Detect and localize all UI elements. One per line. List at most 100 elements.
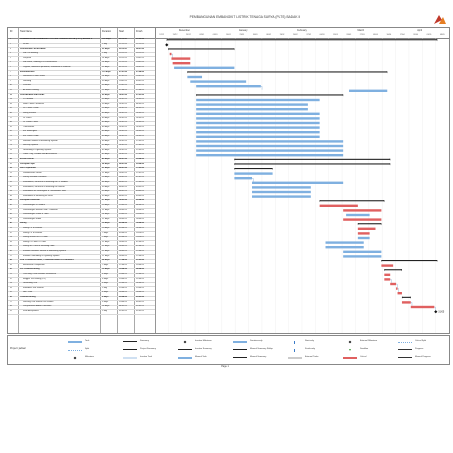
cell-duration: 1 day	[102, 52, 108, 55]
table-row[interactable]: 1 SPMK 1 day 21/12/21 21/12/21	[8, 43, 155, 49]
table-row[interactable]: 43 Wiring Inverter to LV Panel 7 days 05/04…	[8, 236, 155, 242]
table-row[interactable]: 11 As Build Drawing 21 days 07/04/22 27/04/2…	[8, 89, 155, 95]
table-row[interactable]: 12 PENGADAAN MATERIAL 90 days 14/01/22 27/03…	[8, 93, 155, 99]
table-row[interactable]: 33 Foundation for Switchgear & Transforme…	[8, 190, 155, 196]
cell-id: 47	[9, 254, 12, 257]
table-row[interactable]: 14 Solar Cable Connector 50 days 14/01/22 04…	[8, 102, 155, 108]
cell-id: 5	[9, 61, 11, 64]
table-row[interactable]: 5 Site office, Gudang K3 & Warehouse 14 da…	[8, 61, 155, 67]
table-row[interactable]: 8 Rekretasi & Gate Sheet 14 days 07/01/22 13…	[8, 75, 155, 81]
timescale-month: January	[238, 29, 248, 32]
table-row[interactable]: 28 Site Preparation 21 days 28/01/22 17/02/2…	[8, 167, 155, 173]
cell-id: 19	[9, 125, 12, 128]
summary-bar-cap	[319, 200, 321, 203]
task-bar	[196, 117, 320, 120]
cell-start: 28/03/22	[119, 254, 128, 257]
table-row[interactable]: 55 SAT Trafo 3 days 26/04/22 28/04/22	[8, 291, 155, 297]
table-row[interactable]: 59 Final Acceptance 1 day 31/05/22 31/05/22	[8, 309, 155, 315]
table-row[interactable]: 26 KONSTRUKSI 80 days 28/01/22 30/04/22	[8, 158, 155, 164]
table-row[interactable]: 17 LV Panel 60 days 14/01/22 14/03/22	[8, 116, 155, 122]
table-row[interactable]: 18 LV Power Cable 60 days 14/01/22 14/03/22	[8, 121, 155, 127]
table-row[interactable]: 37 Pemasangan Inverter & AC Combiner 21 da…	[8, 208, 155, 214]
table-row[interactable]: 4 Perijinan 14 days 23/12/21 10/01/22	[8, 56, 155, 62]
table-row[interactable]: 10 Procuret 30 days 15/01/22 26/01/22	[8, 84, 155, 90]
table-row[interactable]: 38 Pemasangan Panel & Trafo 14 days 29/03/2…	[8, 213, 155, 219]
column-header-finish[interactable]: Finish	[136, 30, 143, 33]
table-row[interactable]: 44 Wiring LV Panel To Trafo 21 days 18/03/2…	[8, 240, 155, 246]
table-row[interactable]: 42 Wiring PV to Inverter 7 days 05/04/22 11/…	[8, 231, 155, 237]
table-row[interactable]: 52 Megger Test Wiring (PV) 3 days 19/04/22 2…	[8, 277, 155, 283]
table-row[interactable]: 45 Wiring MV Trafo to Incoming cubic 21 da…	[8, 245, 155, 251]
table-row[interactable]: 0 PEMBANGUNAN EMBANGKIT LISTRIK TENAGA SU…	[8, 38, 155, 44]
cell-task-name: Logistik, mobilisasi peralatan, kendaraa…	[23, 65, 71, 68]
table-row[interactable]: 19 Transformer 60 days 14/01/22 14/03/22	[8, 125, 155, 131]
table-row[interactable]: 39 Pemasangan Kabel 21 days 28/03/22 18/04/2…	[8, 217, 155, 223]
milestone-marker	[165, 43, 169, 47]
table-row[interactable]: 32 Foundation, Structure & Mounting for I…	[8, 185, 155, 191]
table-row[interactable]: 40 Wiring 10 days 05/04/22 16/04/22	[8, 222, 155, 228]
cell-finish: 03/05/22	[136, 295, 145, 298]
dependency-link	[171, 53, 173, 58]
table-row[interactable]: 15 DC Power Cable 50 days 14/01/22 04/03/22	[8, 107, 155, 113]
table-row[interactable]: 25 Cable Tray, Conduit and Accessories 45 …	[8, 153, 155, 159]
cell-finish: 31/05/22	[136, 38, 145, 41]
table-row[interactable]: 22 Weather Station & Monitoring System 60 …	[8, 139, 155, 145]
legend-swatch	[183, 340, 187, 343]
table-row[interactable]: 58 Penyelesaian Admin Dokumen 28 days 04/05…	[8, 305, 155, 311]
table-row[interactable]: 34 Foundation & Mounting for MDB 30 days 08…	[8, 194, 155, 200]
table-row[interactable]: 27 Pekerjaan Sipil 28 days 28/01/22 30/04/22	[8, 162, 155, 168]
table-row[interactable]: 21 MV Power Cable 60 days 14/01/22 14/03/22	[8, 135, 155, 141]
legend-swatch	[294, 340, 297, 344]
legend-swatch	[398, 341, 412, 343]
timescale-week: 30/01	[252, 33, 258, 36]
table-row[interactable]: 29 Pembersihan Lahan 21 days 28/01/22 17/02/…	[8, 171, 155, 177]
cell-duration: 21 days	[102, 88, 110, 91]
table-row[interactable]: 35 Pekerjaan Elektrikal 37 days 14/03/22 25/…	[8, 199, 155, 205]
table-row[interactable]: 50 Pre Commissioning 10 days 19/04/22 28/04/…	[8, 268, 155, 274]
table-row[interactable]: 53 Grounding Test 3 days 22/04/22 24/04/22	[8, 282, 155, 288]
table-row[interactable]: 36 Pemasangan PV Modul 20 days 15/03/22 04/0…	[8, 204, 155, 210]
summary-bar-cap	[381, 260, 383, 262]
summary-bar-cap	[383, 200, 385, 203]
column-header-start[interactable]: Start	[119, 30, 125, 33]
cell-start: 29/03/22	[119, 213, 128, 216]
cell-start: 05/04/22	[119, 231, 128, 234]
timescale-week: 19/12	[172, 33, 178, 36]
table-row[interactable]: 49 Mechanical Completion 7 days 17/04/22 23/…	[8, 263, 155, 269]
table-row[interactable]: 41 Wiring PV to Inverter 10 days 05/04/22 14…	[8, 227, 155, 233]
table-row[interactable]: 6 Logistik, mobilisasi peralatan, kendara…	[8, 66, 155, 72]
column-header-duration[interactable]: Duration	[102, 30, 112, 33]
task-bar	[196, 126, 320, 129]
timescale-week: 20/02	[292, 33, 298, 36]
column-header-task-name[interactable]: Task Name	[20, 30, 32, 33]
table-row[interactable]: 16 String Inverter 60 days 14/01/22 14/03/22	[8, 112, 155, 118]
table-row[interactable]: 20 MV Switchgear 60 days 14/01/22 14/03/22	[8, 130, 155, 136]
table-row[interactable]: 30 Survey Kembali Pematan 10 days 28/01/22 0…	[8, 176, 155, 182]
table-row[interactable]: 56 Commissioning 5 days 29/04/22 03/05/22	[8, 296, 155, 302]
table-row[interactable]: 23 Security System 35 days 14/01/22 27/03/22	[8, 144, 155, 150]
legend-item-label: Finish-only	[305, 348, 316, 350]
table-row[interactable]: 31 Foundation, Structure & Mounting for P…	[8, 181, 155, 187]
task-bar	[234, 177, 253, 180]
column-header-id[interactable]: ID	[10, 30, 13, 33]
cell-task-name: Final Acceptance	[23, 309, 39, 312]
table-row[interactable]: 51 Checking Trafo Isolation Resistance 3 d…	[8, 273, 155, 279]
table-row[interactable]: 9 Detailing 30 days 10/01/22 09/02/22	[8, 79, 155, 85]
summary-bar	[187, 71, 388, 73]
table-row[interactable]: 46 Instalasi Weather Sensor & Monitoring …	[8, 250, 155, 256]
cell-finish: 21/12/21	[136, 42, 145, 45]
table-row[interactable]: 24 Grounding & Lightning System 45 days 14/…	[8, 148, 155, 154]
table-row[interactable]: 7 ENGINEERING 110 days 07/01/22 27/04/22	[8, 70, 155, 76]
table-row[interactable]: 54 Individual Test Inverter 1 day 25/04/22 2…	[8, 286, 155, 292]
table-row[interactable]: 13 PV Module 90 days 14/01/22 14/03/22	[8, 98, 155, 104]
cell-id: 26	[9, 157, 12, 160]
cell-start: 14/01/22	[119, 153, 128, 156]
table-row[interactable]: 57 Running Test Sistem Dan Sistem 5 days 29…	[8, 300, 155, 306]
cell-id: 37	[9, 208, 12, 211]
table-row[interactable]: 47 Instalasi Grounding & Lightning System…	[8, 254, 155, 260]
table-row[interactable]: 3 Site Off Meeting 1 day 23/12/21 23/12/21	[8, 52, 155, 58]
cell-task-name: Foundation, Structure & Mounting for Inv…	[23, 185, 65, 188]
table-row[interactable]: 48 PRE COMMISSIONING, COMMISSIONING & FIN…	[8, 259, 155, 265]
cell-task-name: PERSIAPAN PEKERJAAN	[20, 47, 46, 50]
table-row[interactable]: 2 PERSIAPAN PEKERJAAN 32 days 22/12/21 28/01…	[8, 47, 155, 53]
